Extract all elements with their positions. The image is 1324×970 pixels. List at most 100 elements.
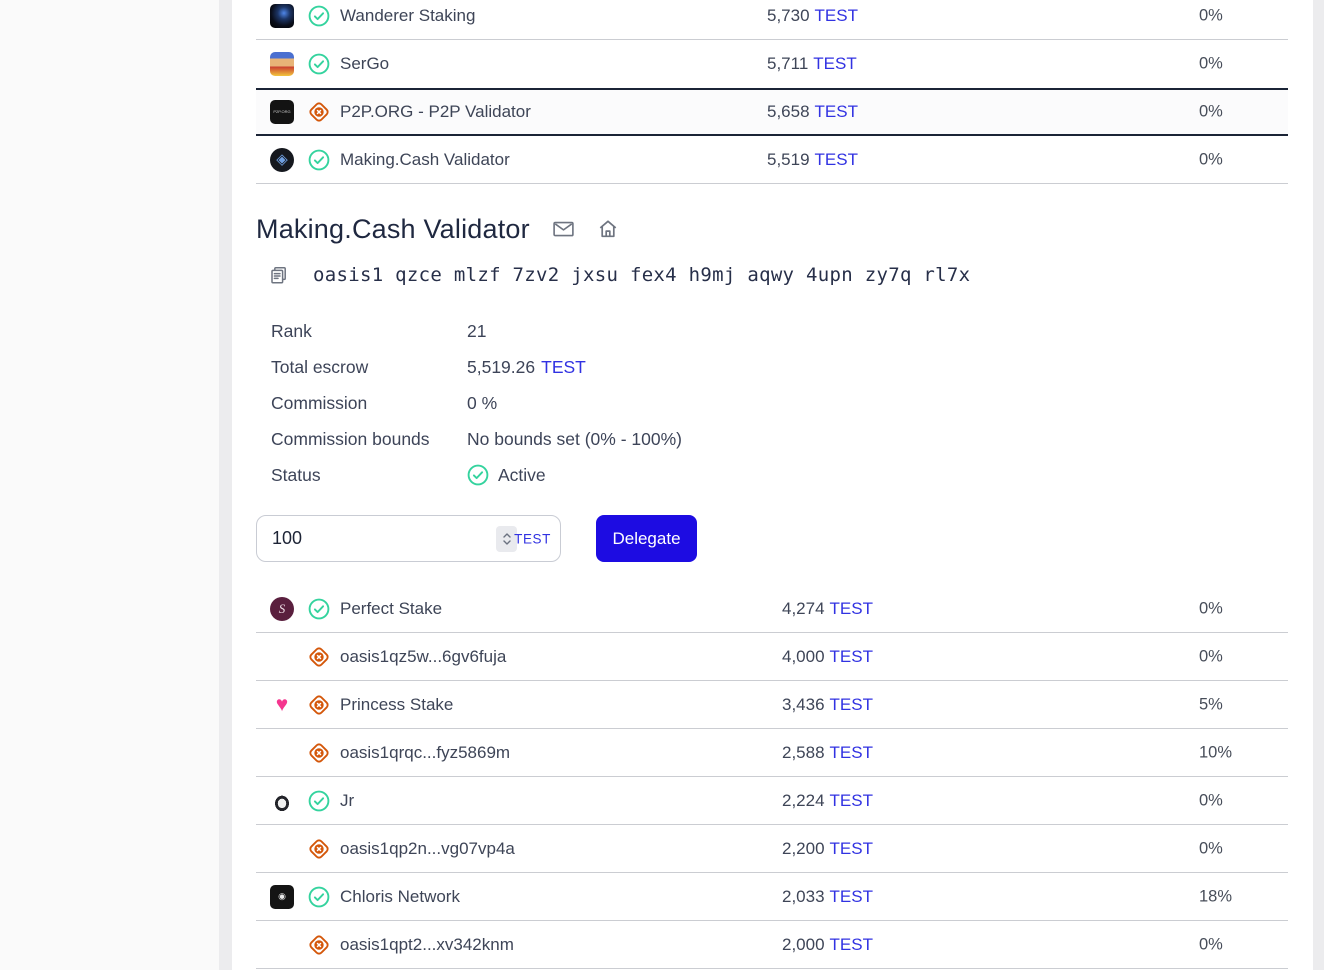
escrow-cell: 3,436 TEST [782, 695, 873, 715]
fee-value: 0% [1199, 839, 1223, 857]
validator-name: SerGo [340, 54, 390, 73]
escrow-amount: 5,519 [767, 149, 810, 169]
escrow-amount: 4,274 [782, 598, 825, 618]
status-unknown-icon [308, 742, 330, 764]
validator-avatar [270, 741, 294, 765]
fee-value: 0% [1199, 54, 1223, 73]
status-value: Active [498, 464, 546, 485]
validator-row[interactable]: ♥ Princess Stake 3,436 TEST 5% [256, 681, 1288, 729]
validator-avatar: S [270, 596, 294, 621]
validator-row[interactable]: oasis1qz5w...6gv6fuja 4,000 TEST 0% [256, 633, 1288, 681]
escrow-amount: 2,224 [782, 790, 825, 810]
validator-row[interactable]: P2P.ORG P2P.ORG - P2P Validator 5,658 TES… [256, 88, 1288, 136]
validator-row[interactable]: ◉ Chloris Network 2,033 TEST 18% [256, 873, 1288, 921]
validator-name: Jr [340, 790, 355, 810]
validator-row[interactable]: ◈ Making.Cash Validator 5,519 TEST 0% [256, 136, 1288, 184]
validator-name: oasis1qz5w...6gv6fuja [340, 646, 507, 666]
escrow-cell: 5,658 TEST [767, 102, 858, 122]
home-icon[interactable] [597, 218, 620, 241]
detail-row-status: Status Active [256, 457, 1288, 493]
delegate-form: TEST Delegate [256, 515, 1288, 562]
escrow-label: Total escrow [271, 356, 369, 377]
validator-row[interactable]: Wanderer Staking 5,730 TEST 0% [256, 0, 1288, 40]
escrow-token: TEST [814, 5, 858, 25]
fee-value: 18% [1199, 887, 1233, 905]
detail-row-rank: Rank 21 [256, 313, 1288, 349]
validator-avatar [270, 837, 294, 861]
validator-detail-header: Making.Cash Validator [256, 210, 1288, 248]
status-value-wrap: Active [467, 464, 546, 486]
escrow-cell: 5,730 TEST [767, 6, 858, 26]
validator-avatar [270, 933, 294, 957]
validator-row[interactable]: Jr 2,224 TEST 0% [256, 777, 1288, 825]
status-unknown-icon [308, 934, 330, 956]
status-verified-icon [308, 5, 330, 27]
commission-label: Commission [271, 392, 368, 413]
delegate-button[interactable]: Delegate [596, 515, 697, 562]
status-verified-icon [308, 886, 330, 908]
escrow-amount: 2,200 [782, 838, 825, 858]
amount-stepper[interactable] [496, 525, 517, 552]
validator-list-bottom: S Perfect Stake 4,274 TEST 0% [256, 585, 1288, 969]
escrow-cell: 2,000 TEST [782, 935, 873, 955]
validator-name: Princess Stake [340, 694, 454, 714]
validator-name: oasis1qpt2...xv342knm [340, 934, 514, 954]
amount-token-label: TEST [514, 531, 551, 546]
left-sidebar [0, 0, 219, 970]
escrow-value: 5,519.26 TEST [467, 357, 586, 378]
validator-name: oasis1qp2n...vg07vp4a [340, 838, 515, 858]
escrow-token: TEST [829, 742, 873, 762]
detail-row-escrow: Total escrow 5,519.26 TEST [256, 349, 1288, 385]
validator-address-row: oasis1 qzce mlzf 7zv2 jxsu fex4 h9mj aqw… [256, 262, 1288, 288]
page-title: Making.Cash Validator [256, 213, 530, 244]
validator-avatar [270, 645, 294, 669]
rank-label: Rank [271, 320, 312, 341]
escrow-cell: 2,224 TEST [782, 791, 873, 811]
escrow-token: TEST [829, 838, 873, 858]
escrow-amount: 2,588 [782, 742, 825, 762]
copy-address-icon[interactable] [268, 265, 289, 286]
status-active-icon [467, 464, 489, 486]
validator-avatar [270, 3, 294, 28]
email-icon[interactable] [552, 218, 575, 241]
escrow-number: 5,519.26 [467, 356, 536, 377]
escrow-amount: 5,730 [767, 5, 810, 25]
detail-row-commission: Commission 0 % [256, 385, 1288, 421]
validator-name: Wanderer Staking [340, 5, 476, 25]
status-verified-icon [308, 790, 330, 812]
escrow-cell: 2,588 TEST [782, 743, 873, 763]
validator-row[interactable]: S Perfect Stake 4,274 TEST 0% [256, 585, 1288, 633]
escrow-token: TEST [829, 886, 873, 906]
escrow-token-label: TEST [541, 356, 586, 377]
validator-list-top: Wanderer Staking 5,730 TEST 0% SerGo 5,71… [256, 0, 1288, 184]
fee-value: 0% [1199, 935, 1223, 953]
status-verified-icon [308, 53, 330, 75]
escrow-cell: 2,033 TEST [782, 887, 873, 907]
validator-avatar: ◈ [270, 147, 294, 172]
validator-row[interactable]: oasis1qrqc...fyz5869m 2,588 TEST 10% [256, 729, 1288, 777]
escrow-token: TEST [829, 934, 873, 954]
escrow-cell: 2,200 TEST [782, 839, 873, 859]
fee-value: 0% [1199, 150, 1223, 168]
validator-avatar: P2P.ORG [270, 100, 294, 124]
escrow-token: TEST [829, 598, 873, 618]
escrow-cell: 5,711 TEST [767, 54, 857, 74]
status-unknown-icon [308, 694, 330, 716]
status-unknown-icon [308, 838, 330, 860]
escrow-token: TEST [829, 790, 873, 810]
escrow-amount: 3,436 [782, 694, 825, 714]
validator-row[interactable]: SerGo 5,711 TEST 0% [256, 40, 1288, 88]
validator-row[interactable]: oasis1qpt2...xv342knm 2,000 TEST 0% [256, 921, 1288, 969]
validator-avatar [270, 788, 294, 813]
escrow-token: TEST [829, 646, 873, 666]
status-verified-icon [308, 598, 330, 620]
status-unknown-icon [308, 101, 330, 123]
validator-address: oasis1 qzce mlzf 7zv2 jxsu fex4 h9mj aqw… [313, 264, 971, 286]
validator-row[interactable]: oasis1qp2n...vg07vp4a 2,200 TEST 0% [256, 825, 1288, 873]
validator-name: Making.Cash Validator [340, 149, 510, 169]
amount-field-wrap: TEST [256, 515, 561, 562]
staking-content-card: Wanderer Staking 5,730 TEST 0% SerGo 5,71… [232, 0, 1313, 970]
rank-value: 21 [467, 320, 487, 341]
status-label: Status [271, 464, 321, 485]
validator-avatar: ◉ [270, 884, 294, 909]
